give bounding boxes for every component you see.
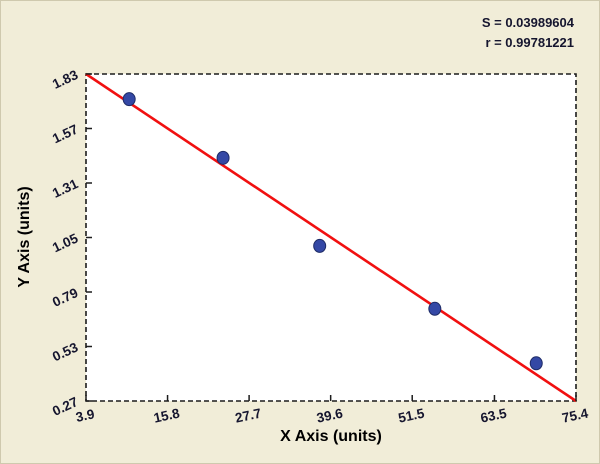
stat-correlation: r = 0.99781221 — [485, 35, 574, 50]
data-point — [216, 150, 230, 165]
fit-line — [85, 72, 577, 403]
x-tick-label: 27.7 — [234, 406, 263, 426]
y-tick-label: 1.31 — [50, 176, 81, 201]
x-tick-label: 39.6 — [315, 405, 344, 425]
x-tick-label: 51.5 — [397, 405, 426, 425]
y-tick-label: 0.53 — [50, 339, 81, 364]
x-tick-label: 63.5 — [479, 405, 508, 425]
data-point — [428, 301, 442, 316]
y-axis-label: Y Axis (units) — [16, 186, 33, 288]
data-point — [313, 238, 327, 253]
y-tick-label: 1.83 — [50, 67, 81, 92]
data-point — [122, 92, 136, 107]
x-axis-label: X Axis (units) — [280, 428, 382, 445]
y-tick-label: 0.79 — [50, 285, 80, 310]
fit-statistics: S = 0.03989604 r = 0.99781221 — [482, 13, 574, 53]
y-tick-label: 1.57 — [50, 122, 80, 147]
x-tick-label: 15.8 — [152, 405, 181, 425]
stat-standard-error: S = 0.03989604 — [481, 15, 574, 30]
y-tick-label: 1.05 — [50, 230, 81, 255]
x-tick-label: 3.9 — [74, 406, 95, 425]
data-point — [529, 356, 543, 371]
x-tick-label: 75.4 — [561, 405, 590, 425]
